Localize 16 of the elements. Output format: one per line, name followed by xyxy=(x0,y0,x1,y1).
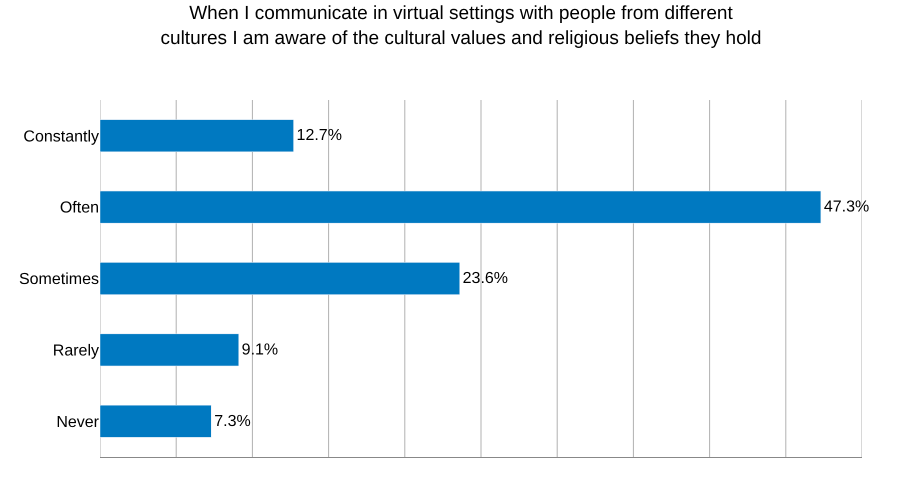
data-label: 7.3% xyxy=(214,412,251,430)
data-label: 12.7% xyxy=(296,127,342,144)
data-label: 9.1% xyxy=(242,341,278,358)
bar xyxy=(100,262,460,295)
bar xyxy=(100,404,212,438)
data-label: 47.3% xyxy=(824,198,870,216)
bar xyxy=(100,119,294,152)
y-tick-label: Constantly xyxy=(23,128,99,146)
chart-title: When I communicate in virtual settings with people from different cultures I am aware of the cultural values and religious beliefs they hold xyxy=(160,3,762,49)
bar xyxy=(100,190,822,224)
y-tick-label: Never xyxy=(56,414,100,431)
y-tick-label: Rarely xyxy=(52,342,99,360)
y-tick-label: Sometimes xyxy=(18,271,99,288)
y-tick-label: Often xyxy=(60,200,99,217)
data-label: 23.6% xyxy=(462,270,508,288)
bar xyxy=(100,334,239,366)
